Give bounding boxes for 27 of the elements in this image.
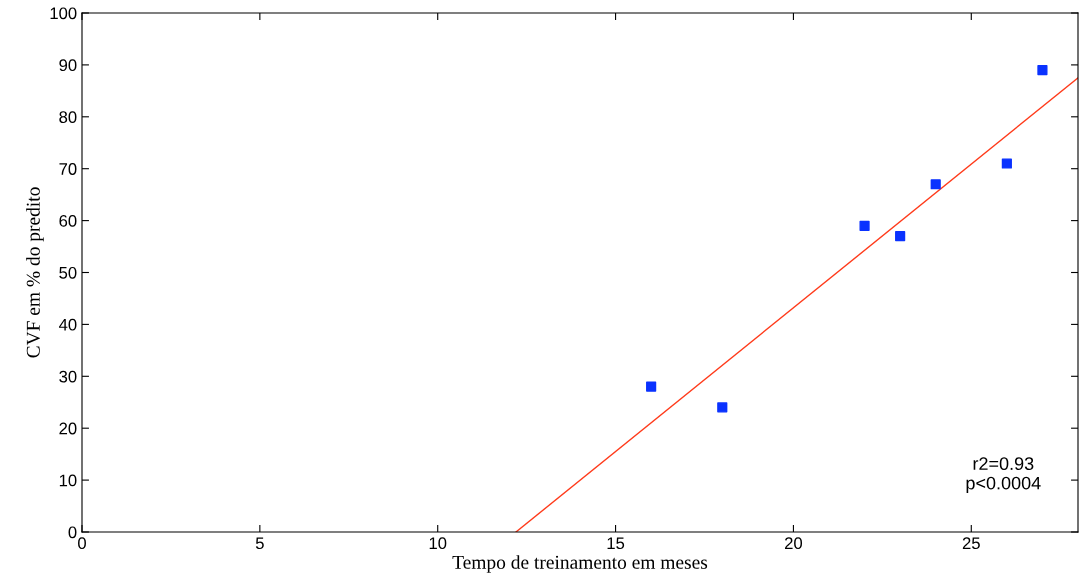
point [930, 179, 941, 190]
y-tick-label: 100 [50, 7, 77, 20]
y-tick-label: 60 [59, 215, 77, 227]
point [717, 402, 728, 413]
annotation: r2=0.93 p<0.0004 [966, 457, 1041, 494]
x-tick-label: 25 [962, 537, 980, 550]
y-tick-label: 30 [59, 370, 77, 383]
y-tick-label: 90 [59, 59, 77, 72]
y-tick-label: 10 [59, 474, 77, 487]
y-axis-title: CVF em % do predito [26, 187, 44, 358]
x-tick-label: 10 [429, 537, 447, 550]
y-tick-label: 0 [68, 526, 77, 539]
x-tick-label: 5 [255, 537, 264, 550]
y-tick-label: 70 [59, 163, 77, 175]
x-tick-label: 0 [78, 537, 86, 550]
point [895, 231, 906, 242]
y-tick-label: 40 [58, 318, 77, 331]
point [646, 381, 657, 392]
x-axis-title: Tempo de treinamento em meses [452, 555, 708, 573]
y-tick-label: 80 [59, 111, 77, 123]
y-tick-label: 20 [59, 422, 77, 435]
x-tick-label: 20 [785, 537, 803, 550]
point [1001, 158, 1012, 169]
point [859, 220, 870, 231]
x-tick-label: 15 [607, 537, 625, 550]
point [1037, 65, 1048, 76]
y-tick-label: 50 [59, 266, 77, 279]
